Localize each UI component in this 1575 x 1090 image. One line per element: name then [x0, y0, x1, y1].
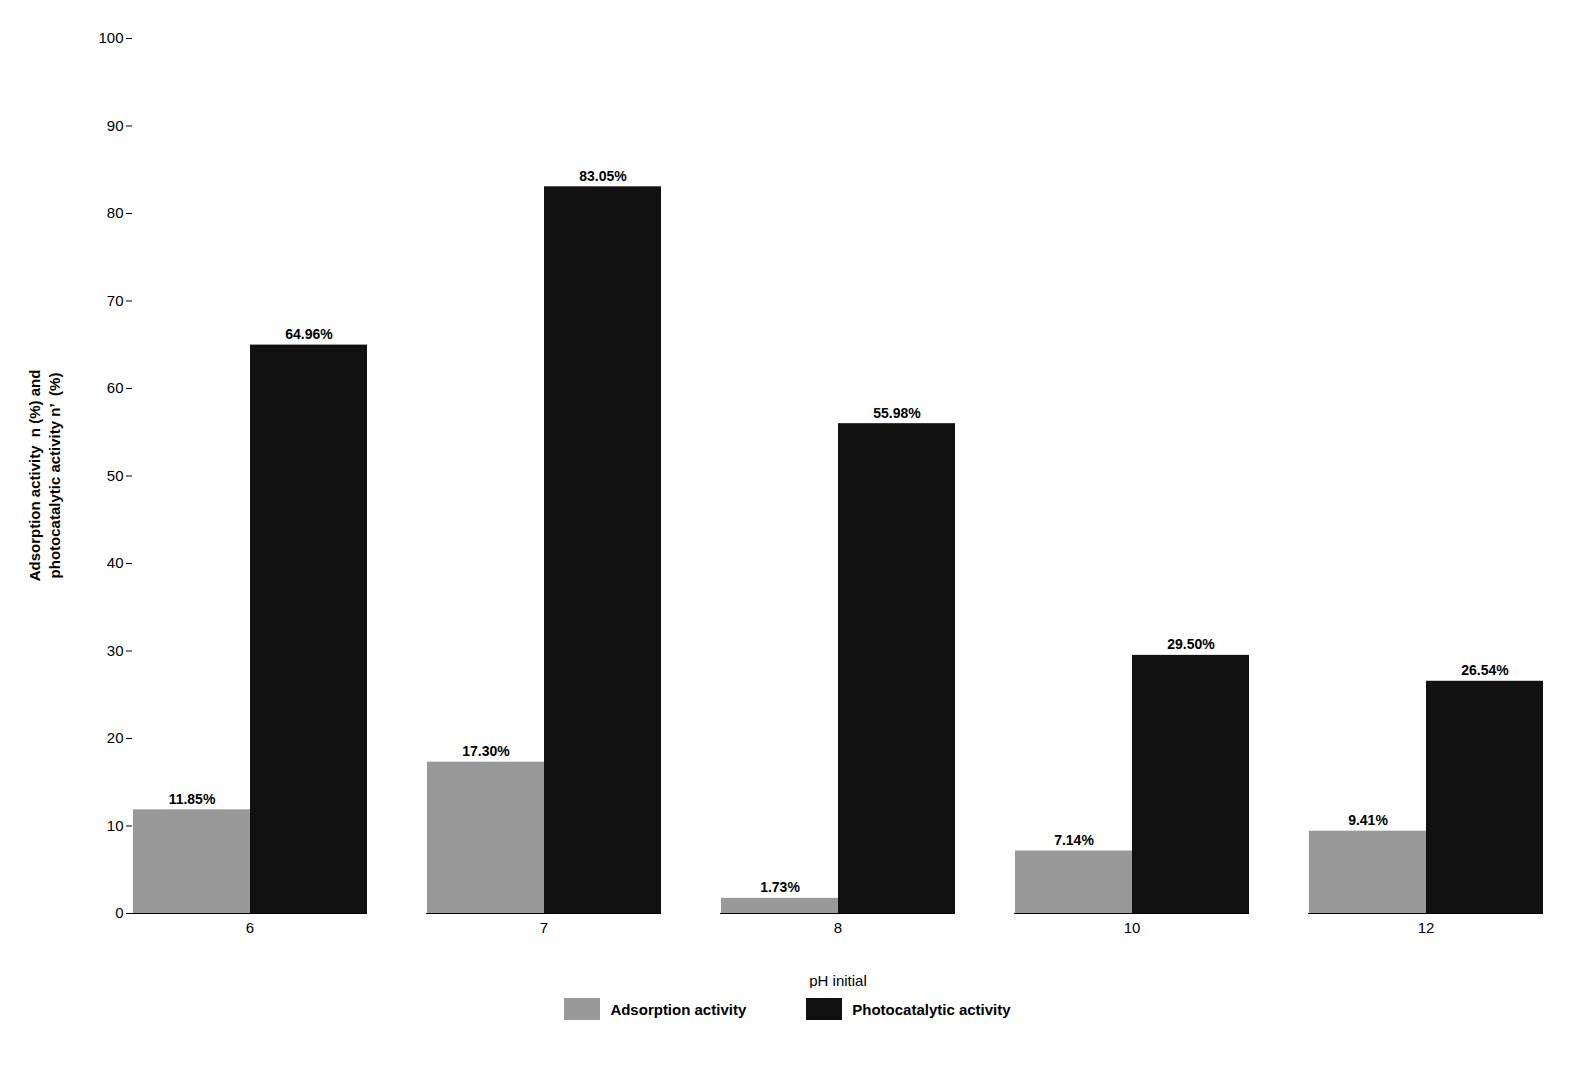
svg-text:1.73%: 1.73% [760, 879, 800, 895]
svg-text:11.85%: 11.85% [169, 791, 216, 807]
svg-text:0: 0 [115, 904, 123, 921]
svg-text:29.50%: 29.50% [1167, 636, 1215, 652]
svg-text:70: 70 [107, 292, 124, 309]
svg-text:7.14%: 7.14% [1054, 832, 1094, 848]
html-text:Photocatalytic activity: Photocatalytic activity [852, 1000, 1011, 1018]
svg-text:10: 10 [1124, 919, 1141, 936]
svg-text:10: 10 [107, 817, 124, 834]
svg-text:pH initial: pH initial [809, 972, 867, 989]
svg-text:17.30%: 17.30% [462, 743, 510, 759]
svg-text:60: 60 [107, 379, 124, 396]
svg-text:100: 100 [98, 29, 123, 46]
svg-text:50: 50 [107, 467, 124, 484]
svg-text:8: 8 [834, 919, 842, 936]
svg-text:Adsorption activity n (%) and: Adsorption activity n (%) andphotocataly… [26, 370, 63, 582]
svg-text:9.41%: 9.41% [1348, 812, 1388, 828]
svg-text:26.54%: 26.54% [1461, 662, 1509, 678]
svg-text:30: 30 [107, 642, 124, 659]
svg-text:20: 20 [107, 729, 124, 746]
svg-text:80: 80 [107, 204, 124, 221]
svg-text:64.96%: 64.96% [285, 326, 333, 342]
svg-text:6: 6 [246, 919, 254, 936]
svg-text:55.98%: 55.98% [873, 405, 921, 421]
svg-text:40: 40 [107, 554, 124, 571]
svg-text:7: 7 [540, 919, 548, 936]
svg-text:90: 90 [107, 117, 124, 134]
svg-text:12: 12 [1418, 919, 1435, 936]
svg-text:83.05%: 83.05% [579, 168, 627, 184]
html-text:Adsorption activity: Adsorption activity [610, 1000, 747, 1018]
